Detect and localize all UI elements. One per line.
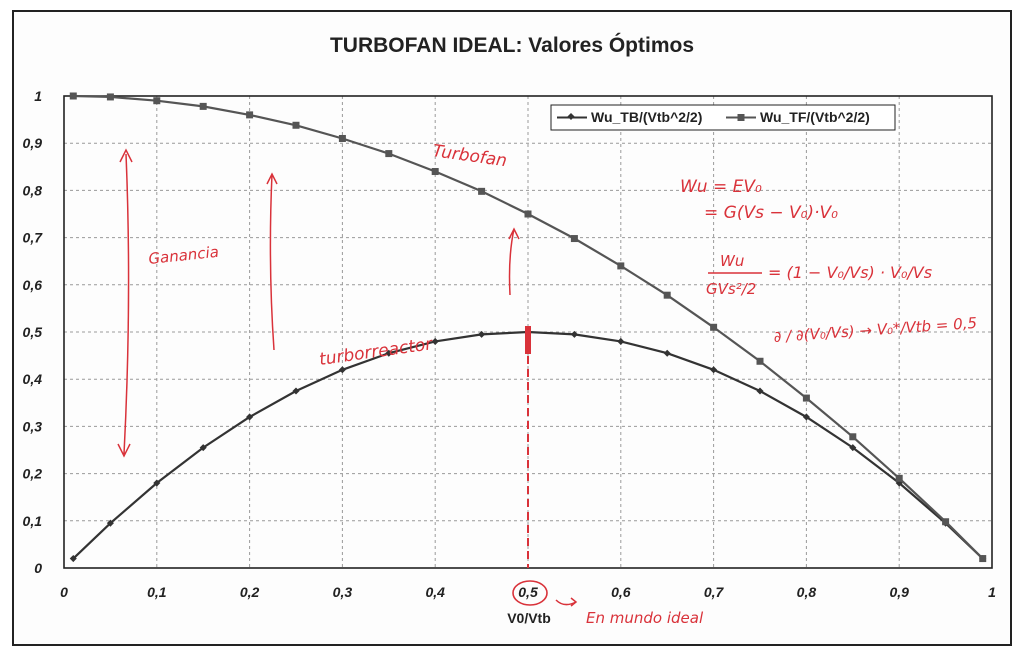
data-point	[106, 93, 114, 101]
data-point	[663, 291, 671, 299]
eq-line-2: = G(Vs − V₀)·V₀	[704, 203, 838, 223]
y-tick-label: 1	[34, 88, 42, 104]
y-tick-label: 0,9	[23, 135, 43, 151]
data-point	[246, 413, 254, 421]
legend-box	[550, 104, 896, 131]
optimum-marker	[525, 326, 531, 354]
x-tick-label: 0	[60, 584, 68, 600]
y-tick-label: 0,3	[23, 418, 43, 434]
data-point	[942, 518, 950, 526]
y-tick-label: 0,8	[23, 182, 43, 198]
note-ideal: En mundo ideal	[586, 609, 704, 627]
data-point	[617, 262, 625, 270]
data-point	[756, 387, 764, 395]
legend-label-tf: Wu_TF/(Vtb^2/2)	[760, 109, 870, 125]
data-point	[199, 444, 207, 452]
y-axis-ticks: 0 0,1 0,2 0,3 0,4 0,5 0,6 0,7 0,8 0,9 1	[23, 88, 44, 576]
arrow-gap-02	[266, 172, 278, 351]
x-tick-label: 0,7	[704, 584, 725, 600]
data-point	[478, 330, 486, 338]
legend: Wu_TB/(Vtb^2/2) Wu_TF/(Vtb^2/2)	[550, 104, 896, 131]
data-point	[478, 187, 486, 195]
note-turbofan: Turbofan	[431, 141, 508, 171]
data-point	[617, 337, 625, 345]
data-point	[246, 111, 254, 119]
y-tick-label: 0,5	[23, 324, 43, 340]
eq-line-4: ∂ / ∂(V₀/Vs) → V₀*/Vtb = 0,5	[773, 314, 978, 346]
handwritten-annotations: En mundo ideal Ganancia Turbofan turborr…	[117, 141, 978, 627]
data-point	[153, 97, 161, 105]
series-2	[69, 92, 987, 563]
data-point	[895, 474, 903, 482]
data-point	[292, 387, 300, 395]
data-point	[802, 413, 810, 421]
x-tick-label: 0,6	[611, 584, 631, 600]
data-point	[849, 444, 857, 452]
data-point	[663, 349, 671, 357]
arrow-gap-05	[508, 227, 520, 296]
data-point	[979, 555, 987, 563]
chart-title: TURBOFAN IDEAL: Valores Óptimos	[330, 33, 694, 57]
data-point	[199, 102, 207, 110]
y-tick-label: 0	[34, 560, 42, 576]
x-tick-label: 0,5	[518, 584, 538, 600]
data-point	[570, 235, 578, 243]
data-point	[292, 121, 300, 129]
eq-line-3-rhs: = (1 − V₀/Vs) · V₀/Vs	[768, 263, 932, 282]
data-point	[338, 134, 346, 142]
x-tick-label: 1	[988, 584, 996, 600]
data-point	[153, 479, 161, 487]
data-point	[710, 323, 718, 331]
data-point	[431, 337, 439, 345]
y-tick-label: 0,4	[23, 371, 43, 387]
data-point	[849, 433, 857, 441]
note-turborreactor: turborreactor	[318, 334, 435, 370]
x-tick-label: 0,9	[889, 584, 909, 600]
data-point	[385, 150, 393, 158]
x-axis-label: V0/Vtb	[507, 610, 551, 626]
data-point	[802, 394, 810, 402]
y-tick-label: 0,1	[23, 513, 43, 529]
legend-label-tb: Wu_TB/(Vtb^2/2)	[591, 109, 702, 125]
x-tick-label: 0,3	[333, 584, 353, 600]
y-tick-label: 0,6	[23, 277, 43, 293]
x-tick-label: 0,4	[425, 584, 445, 600]
x-axis-ticks: 0 0,1 0,2 0,3 0,4 0,5 0,6 0,7 0,8 0,9 1	[60, 584, 996, 600]
data-point	[69, 555, 77, 563]
eq-line-3-den: GVs²/2	[706, 280, 756, 298]
legend-marker-tf	[737, 114, 745, 121]
data-point	[756, 357, 764, 365]
x-tick-label: 0,2	[240, 584, 260, 600]
data-point	[570, 330, 578, 338]
data-point	[69, 92, 77, 100]
y-tick-label: 0,7	[23, 230, 44, 246]
chart-svg: TURBOFAN IDEAL: Valores Óptimos 00,10,20…	[23, 33, 997, 627]
eq-line-1: Wu = EV₀	[680, 177, 762, 197]
x-tick-label: 0,1	[147, 584, 167, 600]
y-tick-label: 0,2	[23, 466, 43, 482]
arrow-ganancia	[117, 148, 133, 458]
data-point	[431, 168, 439, 176]
data-point	[710, 366, 718, 374]
x-tick-label: 0,8	[797, 584, 817, 600]
data-point	[385, 349, 393, 357]
chart-frame: TURBOFAN IDEAL: Valores Óptimos 0 0,1 0,2 0…	[12, 10, 1012, 646]
legend-marker-tb	[567, 112, 575, 121]
note-ganancia: Ganancia	[148, 243, 220, 268]
circle-0-5	[512, 580, 548, 606]
eq-line-3-num: Wu	[720, 252, 744, 270]
data-point	[338, 366, 346, 374]
data-point	[524, 210, 532, 218]
arrow-to-note	[555, 597, 578, 607]
